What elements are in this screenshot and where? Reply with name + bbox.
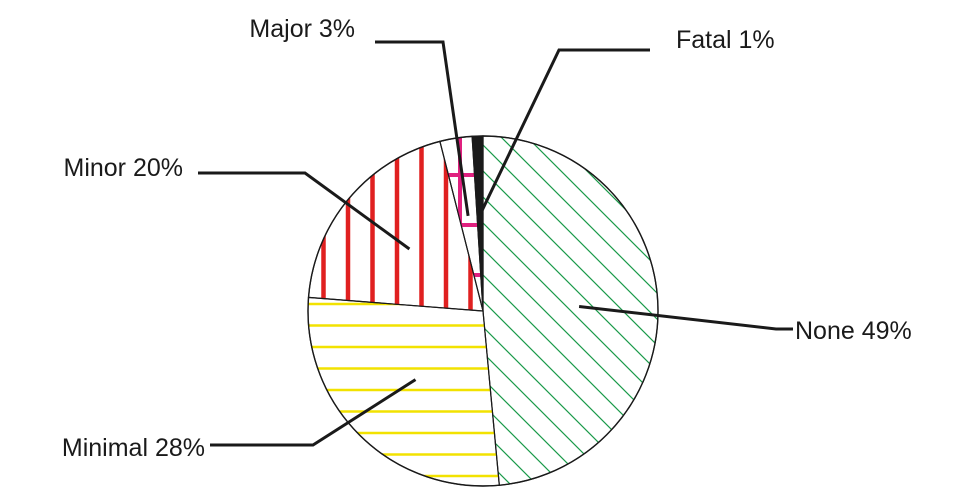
slice-label-major: Major 3% [249,15,355,43]
pie-slice-none [482,135,659,486]
leader-line-fatal [478,48,650,216]
slice-label-minimal: Minimal 28% [62,434,205,462]
leader-line-minor [198,171,411,251]
slice-label-fatal: Fatal 1% [676,26,775,54]
leader-line-minimal [210,378,417,447]
pie-slice-minimal [307,296,500,487]
leader-line-none [578,305,793,331]
leader-line-major [375,40,470,217]
slice-label-none: None 49% [795,317,912,345]
slice-label-minor: Minor 20% [64,154,184,182]
pie-outline [307,135,659,487]
